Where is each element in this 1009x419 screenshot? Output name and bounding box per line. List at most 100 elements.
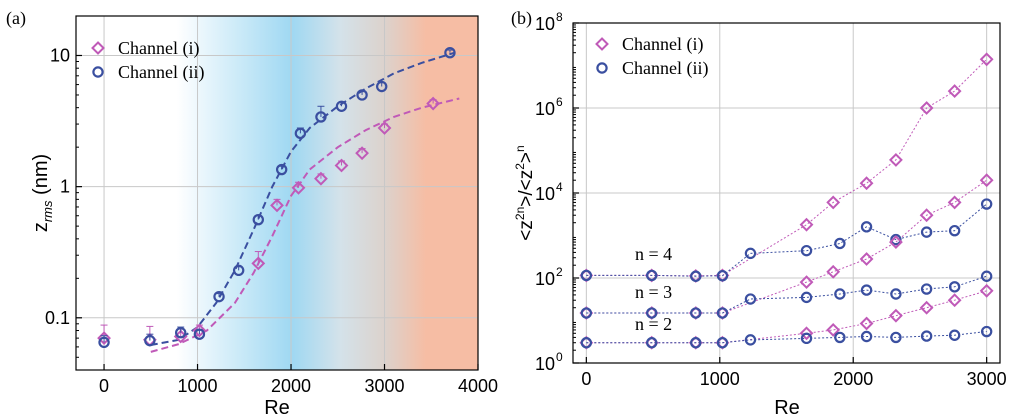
x-tick-label: 3000 xyxy=(364,376,404,396)
annotation-n-4: n = 4 xyxy=(635,244,672,264)
data-point xyxy=(947,293,962,308)
x-tick-label: 0 xyxy=(99,376,109,396)
data-point xyxy=(834,237,846,250)
data-point xyxy=(690,270,702,282)
data-point xyxy=(716,270,729,282)
data-point xyxy=(334,158,349,173)
data-point xyxy=(890,233,902,246)
data-point xyxy=(744,247,757,260)
data-point xyxy=(744,334,757,346)
data-point xyxy=(690,307,702,319)
data-point xyxy=(314,171,328,186)
data-point xyxy=(800,291,813,304)
y-tick-label: 10 xyxy=(50,45,70,65)
data-point xyxy=(826,323,841,337)
data-point xyxy=(800,332,813,345)
data-point xyxy=(251,256,266,271)
data-point xyxy=(800,244,813,257)
data-point xyxy=(294,127,307,140)
data-point xyxy=(355,146,369,161)
x-tick-label: 2000 xyxy=(271,376,311,396)
x-tick-label: 0 xyxy=(581,369,591,389)
data-point xyxy=(799,217,814,232)
ylabel-sub: rms xyxy=(40,200,55,222)
panel-a-label: (a) xyxy=(6,8,26,29)
data-point xyxy=(315,111,327,123)
data-point xyxy=(979,52,994,67)
data-point xyxy=(426,96,441,111)
y-tick-exponent: 6 xyxy=(556,95,563,109)
data-point xyxy=(889,308,903,323)
y-tick-exponent: 2 xyxy=(556,265,563,279)
data-point xyxy=(860,221,873,233)
data-point xyxy=(948,224,961,237)
panel-b-label: (b) xyxy=(511,8,532,29)
data-point xyxy=(948,329,961,341)
legend-label-channel-ii: Channel (ii) xyxy=(622,58,708,79)
data-point xyxy=(356,89,368,101)
legend-marker xyxy=(91,41,105,55)
data-point xyxy=(889,153,903,167)
data-point xyxy=(859,176,874,191)
panel-b-ylabel: <z2n>/<z2>n xyxy=(513,145,537,240)
data-point xyxy=(980,198,993,210)
x-tick-label: 1000 xyxy=(700,369,740,389)
panel-a-ylabel: zrms (nm) xyxy=(30,154,55,232)
x-tick-label: 3000 xyxy=(967,369,1007,389)
legend-marker-channel-i xyxy=(91,41,105,55)
fit-curve xyxy=(150,51,455,346)
legend-marker xyxy=(595,37,609,51)
data-point xyxy=(252,213,265,226)
series-line xyxy=(586,290,987,344)
y-tick-label: 10 xyxy=(535,354,555,374)
data-point xyxy=(175,326,187,339)
data-point xyxy=(716,307,729,319)
data-point xyxy=(646,307,658,319)
data-point xyxy=(890,331,902,344)
data-point xyxy=(376,80,388,93)
data-point xyxy=(920,226,933,238)
y-tick-label: 10 xyxy=(535,14,555,34)
data-point xyxy=(919,300,934,315)
data-point xyxy=(920,283,933,295)
x-tick-label: 1000 xyxy=(178,376,218,396)
data-point xyxy=(890,288,902,300)
data-point xyxy=(919,101,934,115)
panel-a: (a) 0 1000 2000 3000 4000 0.1 1 10 Re zrms (nm)… xyxy=(6,8,498,419)
legend-marker-channel-i xyxy=(595,37,609,51)
data-point xyxy=(690,337,702,349)
data-point xyxy=(580,307,593,319)
panel-a-grid xyxy=(76,16,478,370)
ylabel-main: z xyxy=(30,222,52,232)
data-point xyxy=(232,264,245,277)
data-point xyxy=(193,328,206,340)
panel-a-legend: Channel (i) Channel (ii) xyxy=(91,38,204,83)
data-point xyxy=(580,337,593,349)
y-tick-exponent: 0 xyxy=(556,350,563,364)
panel-b-data-marks xyxy=(579,52,994,350)
data-point xyxy=(834,288,846,300)
data-point xyxy=(275,163,288,176)
x-tick-label: 4000 xyxy=(458,376,498,396)
data-point xyxy=(270,198,284,213)
y-tick-label: 10 xyxy=(535,269,555,289)
data-point xyxy=(799,326,814,341)
annotation-n-2: n = 2 xyxy=(635,314,672,334)
y-tick-label: 0.1 xyxy=(45,308,70,328)
data-point xyxy=(291,180,306,195)
data-point xyxy=(213,290,225,303)
data-point xyxy=(646,269,658,282)
data-point xyxy=(860,284,873,296)
data-point xyxy=(859,316,874,331)
legend-marker-channel-ii xyxy=(92,66,104,78)
data-point xyxy=(335,100,348,112)
data-point xyxy=(947,195,962,210)
data-point xyxy=(744,293,757,305)
data-point xyxy=(860,330,873,343)
data-point xyxy=(979,283,994,298)
panel-a-data-marks xyxy=(97,47,456,349)
data-point xyxy=(920,330,933,342)
